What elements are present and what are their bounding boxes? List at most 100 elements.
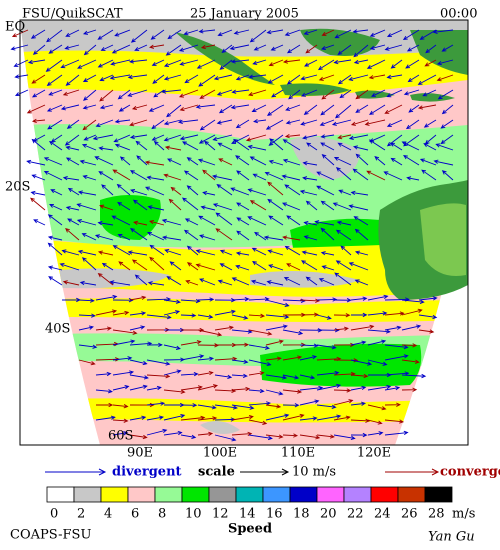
wind-arrow xyxy=(82,104,97,110)
wind-arrow xyxy=(198,215,216,226)
wind-arrow xyxy=(265,339,284,346)
wind-arrow xyxy=(129,325,146,331)
wind-arrow xyxy=(230,187,250,196)
wind-arrow xyxy=(436,59,454,66)
wind-arrow xyxy=(333,326,349,331)
wind-arrow xyxy=(213,74,233,81)
wind-arrow xyxy=(198,74,216,87)
lat-label: EQ xyxy=(5,20,25,35)
wind-arrow xyxy=(233,138,250,151)
wind-arrow xyxy=(316,344,337,350)
wind-arrow xyxy=(301,250,318,256)
wind-arrow xyxy=(97,272,114,286)
wind-arrow xyxy=(333,399,354,406)
wind-arrow xyxy=(221,44,233,53)
wind-arrow xyxy=(30,197,46,211)
wind-arrow xyxy=(435,143,454,151)
wind-arrow xyxy=(440,134,454,145)
wind-arrow xyxy=(49,203,63,211)
wind-arrow xyxy=(118,261,131,271)
lat-label: 20S xyxy=(5,180,30,195)
scale-value: 10 m/s xyxy=(292,465,336,480)
wind-arrow xyxy=(61,249,80,256)
wind-arrow xyxy=(127,89,148,97)
wind-arrow xyxy=(303,221,318,226)
wind-arrow xyxy=(284,245,301,256)
wind-arrow xyxy=(163,119,182,126)
wind-arrow xyxy=(114,143,131,151)
wind-arrow xyxy=(403,155,420,166)
wind-arrow xyxy=(386,74,403,80)
wind-arrow xyxy=(202,191,216,196)
wind-arrow xyxy=(316,434,335,439)
wind-arrow xyxy=(180,415,206,421)
wind-arrow xyxy=(166,276,182,286)
wind-arrow xyxy=(180,434,197,439)
wind-arrow xyxy=(112,329,138,335)
wind-arrow xyxy=(364,119,386,126)
wind-arrow xyxy=(197,370,214,376)
wind-arrow xyxy=(386,89,403,98)
wind-arrow xyxy=(146,342,163,348)
wind-arrow xyxy=(367,294,389,301)
wind-arrow xyxy=(231,134,250,144)
wind-arrow xyxy=(282,59,301,64)
wind-arrow xyxy=(99,74,114,82)
wind-arrow xyxy=(214,434,237,442)
wind-arrow xyxy=(212,203,233,211)
wind-arrow xyxy=(13,59,29,67)
wind-arrow xyxy=(149,256,165,271)
wind-arrow xyxy=(383,171,403,181)
wind-arrow xyxy=(384,344,409,350)
wind-arrow xyxy=(386,134,403,147)
wind-arrow xyxy=(418,104,437,110)
wind-arrow xyxy=(129,384,148,391)
wind-arrow xyxy=(336,220,352,226)
lon-label: 110E xyxy=(281,446,315,461)
wind-arrow xyxy=(78,298,95,303)
wind-arrow xyxy=(320,142,335,151)
lat-label: 60S xyxy=(108,429,133,444)
wind-arrow xyxy=(180,340,202,346)
date: 25 January 2005 xyxy=(190,7,299,22)
colorbar-tick: 8 xyxy=(158,507,166,522)
wind-arrow xyxy=(321,89,335,100)
wind-arrow xyxy=(337,44,352,55)
wind-arrow xyxy=(386,29,403,37)
wind-arrow xyxy=(100,44,114,51)
wind-arrow xyxy=(333,156,352,166)
wind-arrow xyxy=(316,370,340,376)
wind-arrow xyxy=(101,184,114,196)
wind-arrow xyxy=(26,104,46,114)
wind-arrow xyxy=(350,359,373,366)
wind-arrow xyxy=(167,29,182,40)
wind-arrow xyxy=(97,29,114,40)
wind-arrow xyxy=(46,104,63,112)
wind-arrow xyxy=(14,89,29,96)
wind-arrow xyxy=(231,431,253,436)
wind-arrow xyxy=(248,401,272,406)
wind-arrow xyxy=(146,385,162,391)
wind-arrow xyxy=(78,344,98,349)
wind-arrow xyxy=(248,344,270,350)
wind-arrow xyxy=(79,280,97,286)
wind-arrow xyxy=(305,44,318,54)
wind-arrow xyxy=(212,134,233,141)
lon-label: 100E xyxy=(203,446,237,461)
wind-arrow xyxy=(368,139,386,151)
wind-arrow xyxy=(403,89,420,96)
wind-arrow xyxy=(248,74,267,79)
wind-arrow xyxy=(334,29,352,39)
wind-arrow xyxy=(197,158,216,166)
wind-arrow xyxy=(265,404,282,409)
wind-arrow xyxy=(180,372,199,377)
wind-arrow xyxy=(112,431,129,436)
wind-arrow xyxy=(235,74,250,81)
wind-arrow xyxy=(231,342,250,347)
colorbar-box xyxy=(73,486,102,503)
wind-arrow xyxy=(436,74,454,82)
wind-arrow xyxy=(180,354,205,361)
wind-arrow xyxy=(355,153,369,166)
wind-arrow xyxy=(401,373,427,379)
wind-arrow xyxy=(267,249,284,256)
